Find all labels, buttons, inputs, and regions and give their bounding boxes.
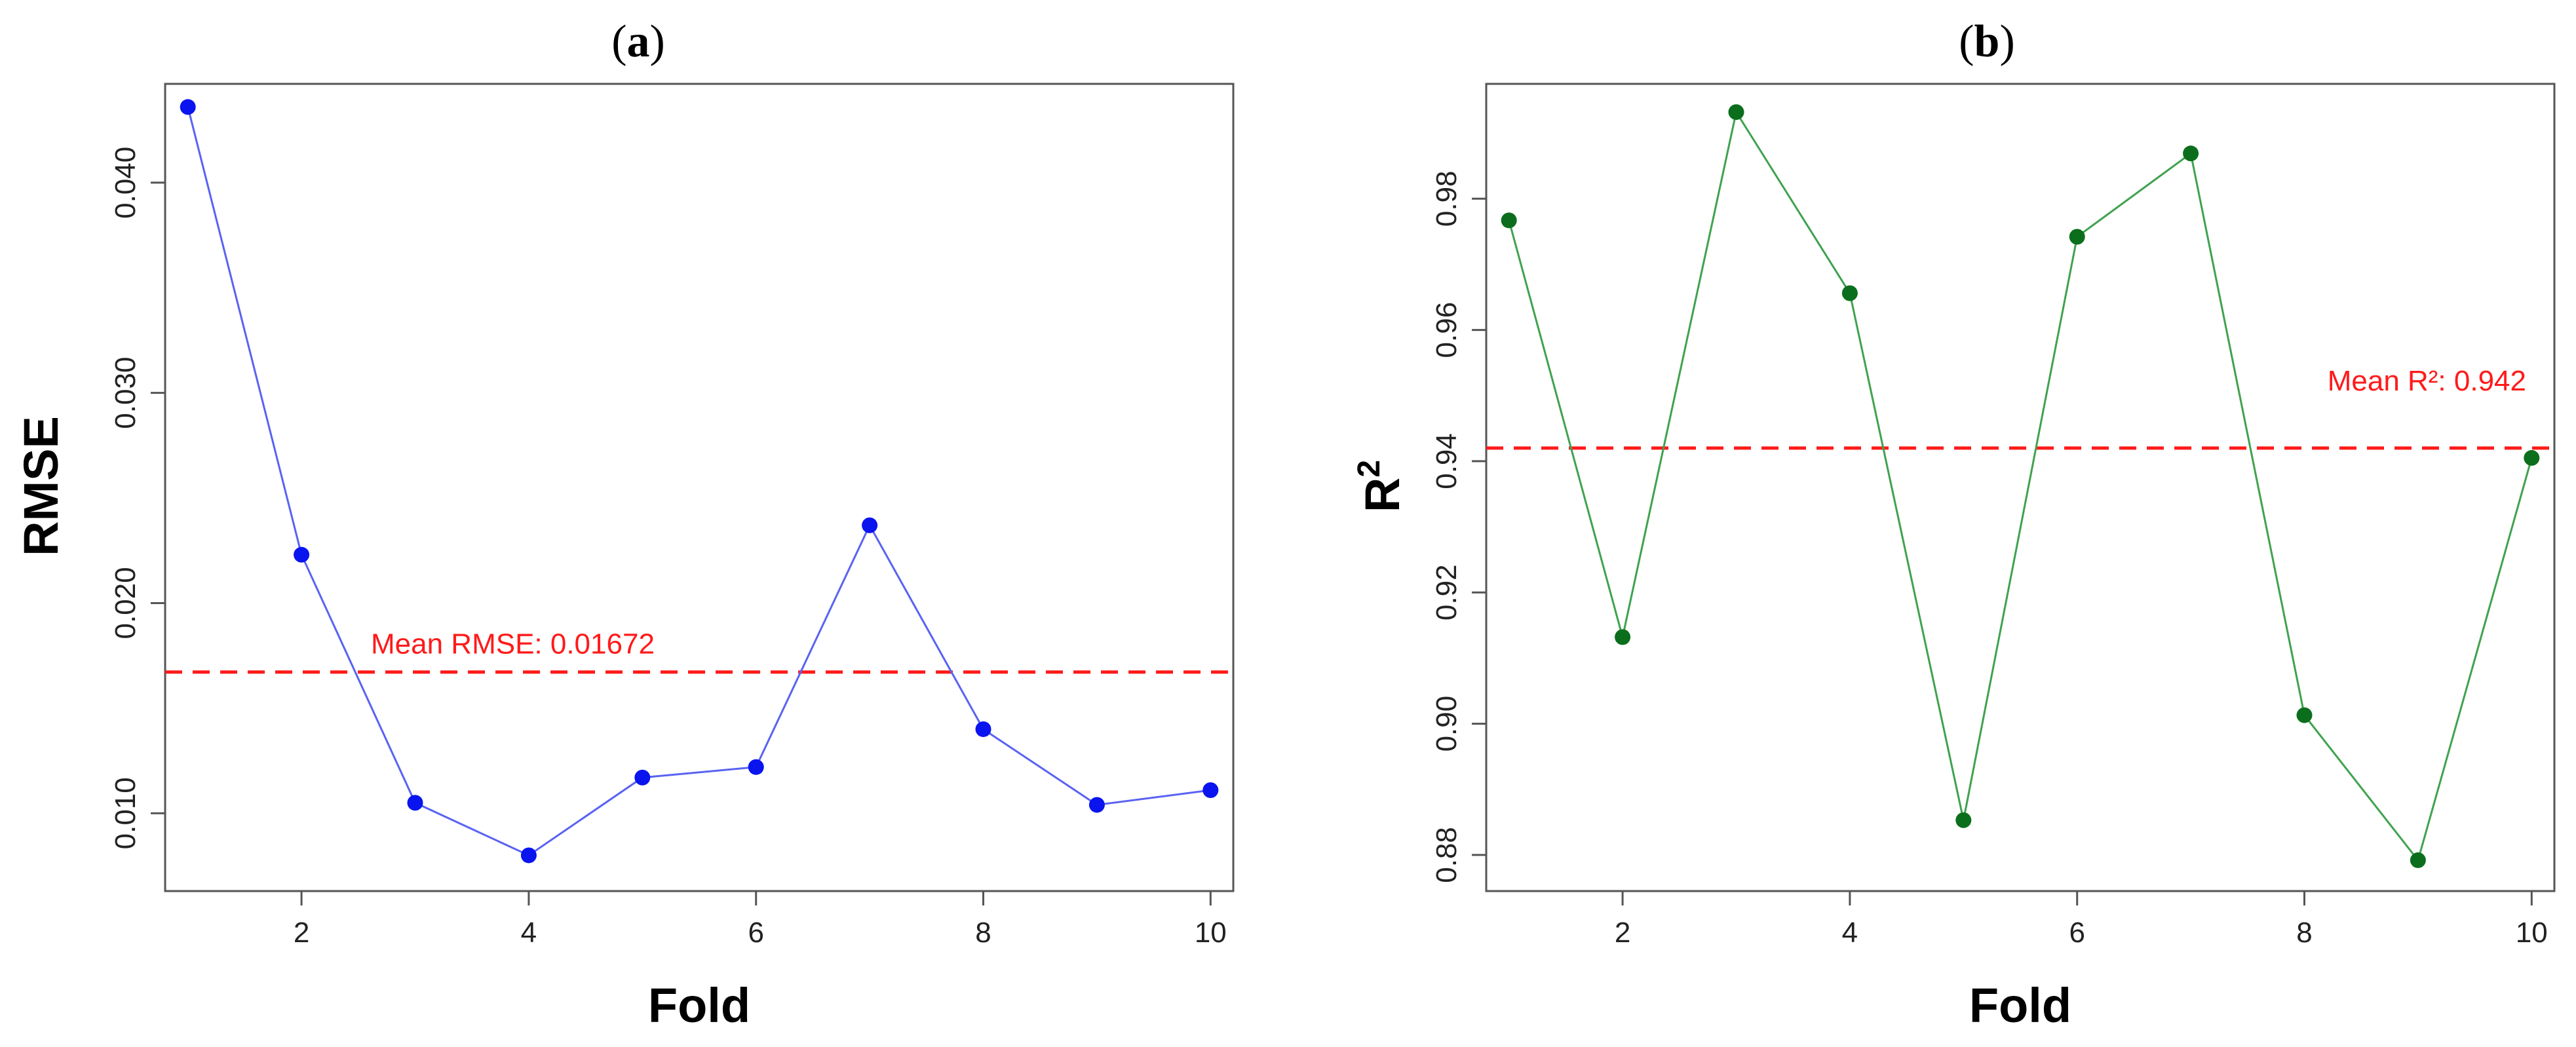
data-point-fold-2 (294, 546, 310, 563)
y-tick-label: 0.90 (1431, 696, 1463, 752)
data-point-fold-8 (2296, 707, 2313, 723)
data-point-fold-4 (1841, 285, 1858, 301)
y-tick-label: 0.88 (1431, 827, 1463, 883)
x-tick-label: 2 (294, 917, 309, 949)
data-point-fold-2 (1615, 629, 1631, 645)
r2-y-axis-title: R2 (1352, 460, 1410, 512)
y-tick-label: 0.96 (1431, 302, 1463, 358)
data-point-fold-3 (1728, 104, 1744, 121)
data-point-fold-3 (407, 795, 423, 811)
rmse-series-line (187, 106, 1211, 857)
x-tick-label: 10 (1195, 917, 1227, 949)
data-point-fold-6 (2069, 229, 2085, 245)
r2-x-axis-title: Fold (1969, 978, 2071, 1033)
rmse-plot-frame (164, 83, 1235, 892)
x-tick-label: 6 (2069, 917, 2085, 949)
r2-y-axis: 0.88 0.90 0.92 0.94 0.96 0.98 (1431, 170, 1486, 883)
r2-plot-frame (1485, 83, 2556, 892)
rmse-y-axis-title: RMSE (14, 416, 68, 556)
data-point-fold-5 (1955, 812, 1972, 828)
data-point-fold-1 (1501, 212, 1517, 229)
x-tick-label: 8 (2296, 917, 2312, 949)
data-point-fold-7 (862, 517, 878, 533)
r2-points (1501, 104, 2540, 868)
data-point-fold-8 (975, 721, 991, 737)
panel-label-b: (b) (1959, 16, 2015, 67)
data-point-fold-6 (748, 759, 764, 775)
panel-label-a: (a) (611, 16, 665, 67)
data-point-fold-5 (634, 769, 651, 786)
x-tick-label: 4 (521, 917, 537, 949)
rmse-panel: (a) 2 4 6 8 10 0.010 0.020 0.030 0.040 Mean RMS… (14, 16, 1235, 1033)
data-point-fold-10 (1202, 782, 1219, 798)
r2-panel: (b) 2 4 6 8 10 0.88 0.90 0.92 0.94 0.96 0.98 Mean… (1352, 16, 2556, 1033)
rmse-points (180, 99, 1219, 864)
y-tick-label: 0.030 (109, 357, 142, 429)
y-tick-label: 0.92 (1431, 564, 1463, 620)
rmse-x-axis: 2 4 6 8 10 (294, 891, 1227, 949)
data-point-fold-7 (2183, 145, 2199, 162)
rmse-y-axis: 0.010 0.020 0.030 0.040 (109, 147, 165, 849)
data-point-fold-9 (2410, 852, 2426, 868)
data-point-fold-4 (520, 847, 537, 864)
rmse-x-axis-title: Fold (648, 978, 750, 1033)
data-point-fold-10 (2524, 449, 2540, 466)
y-tick-label: 0.020 (109, 567, 142, 639)
y-tick-label: 0.010 (109, 777, 142, 849)
rmse-mean-label: Mean RMSE: 0.01672 (371, 628, 655, 660)
x-tick-label: 8 (975, 917, 991, 949)
x-tick-label: 6 (748, 917, 763, 949)
x-tick-label: 4 (1842, 917, 1858, 949)
data-point-fold-9 (1088, 797, 1105, 813)
r2-mean-label: Mean R²: 0.942 (2328, 365, 2526, 397)
y-tick-label: 0.98 (1431, 170, 1463, 227)
x-tick-label: 2 (1615, 917, 1630, 949)
x-tick-label: 10 (2516, 917, 2548, 949)
y-tick-label: 0.94 (1431, 433, 1463, 489)
r2-x-axis: 2 4 6 8 10 (1615, 891, 2548, 949)
r2-series-line (1508, 109, 2533, 863)
data-point-fold-1 (180, 99, 196, 115)
y-tick-label: 0.040 (109, 147, 142, 219)
